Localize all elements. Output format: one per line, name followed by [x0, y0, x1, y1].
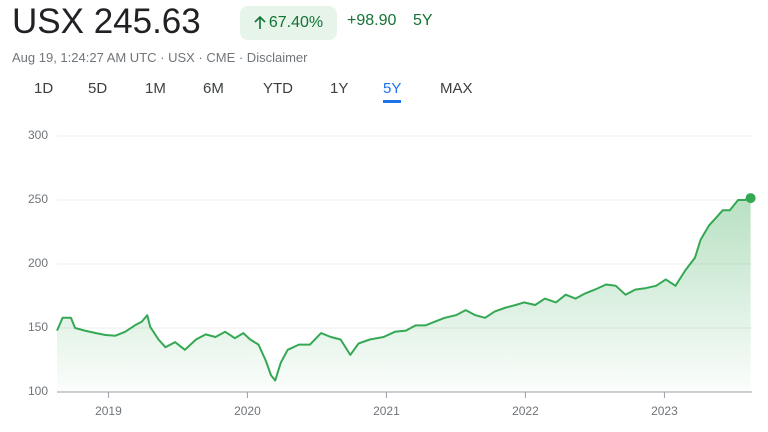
range-tab[interactable]: 1D — [34, 80, 54, 97]
range-tab[interactable]: 6M — [203, 80, 224, 97]
range-tab[interactable]: 1M — [145, 80, 166, 97]
x-tick-label: 2020 — [234, 404, 261, 418]
period: 5Y — [413, 12, 433, 29]
x-tick-label: 2022 — [512, 404, 539, 418]
price-line — [56, 197, 751, 382]
y-tick-label: 300 — [28, 128, 48, 142]
y-tick-label: 200 — [28, 256, 48, 270]
change-percent: 67.40% — [268, 14, 324, 31]
x-tick-label: 2021 — [373, 404, 400, 418]
range-tab[interactable]: 5Y — [383, 80, 402, 103]
timestamp: Aug 19, 1:24:27 AM UTC · USX · CME · Dis… — [12, 50, 308, 65]
price: USX 245.63 — [12, 2, 201, 41]
change: +98.90 — [347, 12, 397, 29]
x-tick-label: 2019 — [95, 404, 122, 418]
range-tab[interactable]: MAX — [440, 80, 473, 97]
end-dot — [745, 193, 756, 204]
y-tick-label: 150 — [28, 320, 48, 334]
up-arrow — [254, 16, 266, 29]
range-tab[interactable]: 1Y — [330, 80, 349, 97]
y-tick-label: 100 — [28, 384, 48, 398]
y-tick-label: 250 — [28, 192, 48, 206]
range-tab[interactable]: YTD — [263, 80, 293, 97]
x-tick-label: 2023 — [651, 404, 678, 418]
change-badge: 67.40% — [240, 6, 337, 40]
range-tab[interactable]: 5D — [88, 80, 108, 97]
area-fill — [57, 198, 751, 392]
